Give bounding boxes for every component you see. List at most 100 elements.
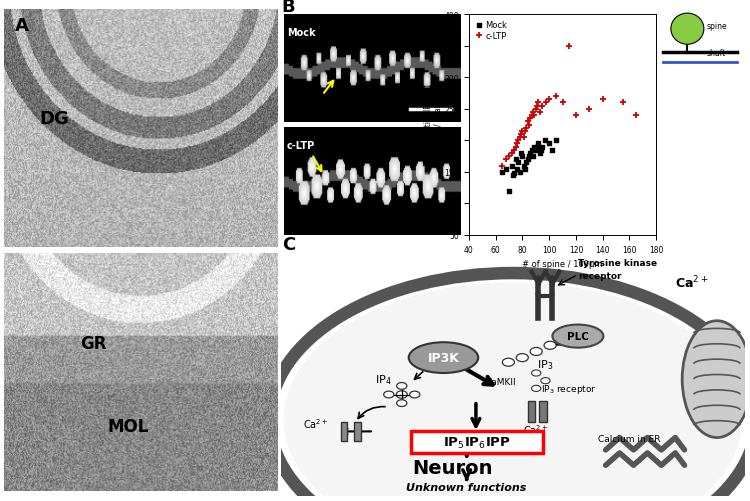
c-LTP [563, 43, 575, 51]
Mock [514, 168, 526, 176]
c-LTP [530, 106, 542, 114]
c-LTP [584, 106, 596, 114]
Mock [520, 159, 532, 167]
c-LTP [509, 146, 520, 154]
Text: Calcium in ER: Calcium in ER [598, 434, 660, 443]
Mock [535, 146, 547, 154]
Text: IP$_5$IP$_6$IPP: IP$_5$IP$_6$IPP [443, 435, 511, 450]
Bar [528, 401, 536, 422]
Circle shape [532, 386, 541, 392]
Mock [518, 162, 530, 170]
Text: spine: spine [706, 22, 727, 31]
Mock [524, 150, 536, 158]
Text: IP$_4$: IP$_4$ [375, 372, 392, 386]
Text: DG: DG [39, 110, 69, 128]
Circle shape [544, 342, 556, 350]
Mock [536, 143, 548, 151]
Circle shape [397, 400, 406, 407]
c-LTP [512, 137, 524, 145]
c-LTP [534, 109, 546, 117]
c-LTP [597, 96, 609, 104]
Text: Neuron: Neuron [413, 458, 493, 477]
Mock [530, 146, 542, 154]
c-LTP [496, 162, 508, 170]
Text: Ca$^{2+}$: Ca$^{2+}$ [675, 274, 708, 290]
Circle shape [503, 359, 515, 367]
c-LTP [500, 156, 512, 164]
Mock [507, 172, 519, 180]
Text: Ca$^{2+}$: Ca$^{2+}$ [524, 423, 549, 436]
Mock [512, 159, 524, 167]
c-LTP [519, 128, 531, 136]
Circle shape [532, 370, 541, 376]
Mock [528, 143, 540, 151]
Circle shape [384, 391, 394, 398]
c-LTP [506, 150, 518, 158]
c-LTP [523, 121, 535, 129]
c-LTP [524, 115, 536, 123]
FancyBboxPatch shape [411, 431, 543, 453]
X-axis label: # of spine / 100μm: # of spine / 100μm [522, 260, 603, 269]
Circle shape [670, 14, 704, 45]
c-LTP [511, 140, 523, 148]
Mock [550, 137, 562, 145]
c-LTP [541, 99, 553, 107]
Mock [511, 165, 523, 173]
Mock [531, 143, 543, 151]
Text: IP$_3$: IP$_3$ [537, 357, 554, 371]
Mock [546, 146, 558, 154]
c-LTP [528, 112, 540, 120]
c-LTP [520, 124, 532, 132]
Mock [527, 153, 539, 161]
Text: PLC: PLC [567, 332, 589, 341]
Bar [340, 422, 347, 441]
c-LTP [518, 134, 530, 142]
Text: A: A [15, 17, 28, 35]
c-LTP [616, 99, 628, 107]
Mock [532, 140, 544, 148]
c-LTP [515, 131, 527, 139]
Y-axis label: Density ratio (IP3K-A)
(spine / shaft): Density ratio (IP3K-A) (spine / shaft) [424, 84, 443, 166]
c-LTP [550, 93, 562, 101]
c-LTP [543, 96, 555, 104]
Mock [526, 146, 538, 154]
c-LTP [522, 118, 534, 126]
Text: Unknown functions: Unknown functions [406, 482, 526, 492]
Circle shape [516, 354, 528, 362]
Text: Tyrosine kinase: Tyrosine kinase [578, 259, 657, 268]
Text: Mock: Mock [287, 28, 316, 38]
Mock [519, 165, 531, 173]
Circle shape [410, 391, 420, 398]
c-LTP [526, 112, 538, 120]
c-LTP [527, 109, 539, 117]
Text: MOL: MOL [108, 417, 149, 435]
Mock [496, 168, 508, 176]
c-LTP [570, 112, 582, 120]
c-LTP [503, 153, 515, 161]
Circle shape [397, 383, 406, 389]
Circle shape [541, 378, 550, 384]
Text: CaMKII: CaMKII [485, 377, 516, 386]
Legend: Mock, c-LTP: Mock, c-LTP [473, 19, 509, 42]
Text: C: C [282, 235, 296, 254]
Mock [509, 170, 520, 178]
c-LTP [532, 99, 544, 107]
Mock [500, 165, 512, 173]
c-LTP [514, 134, 526, 142]
Mock [539, 137, 551, 145]
Mock [503, 187, 515, 195]
Mock [543, 140, 555, 148]
Text: c-LTP: c-LTP [287, 141, 315, 151]
Ellipse shape [682, 321, 750, 438]
c-LTP [630, 112, 642, 120]
Text: shaft: shaft [706, 49, 726, 58]
Ellipse shape [409, 343, 478, 373]
Mock [534, 150, 546, 158]
c-LTP [510, 143, 522, 151]
Text: B: B [281, 0, 295, 16]
Mock [506, 162, 518, 170]
c-LTP [536, 102, 548, 110]
Mock [522, 156, 534, 164]
Text: receptor: receptor [578, 271, 622, 280]
Text: Ca$^{2+}$: Ca$^{2+}$ [303, 417, 328, 430]
